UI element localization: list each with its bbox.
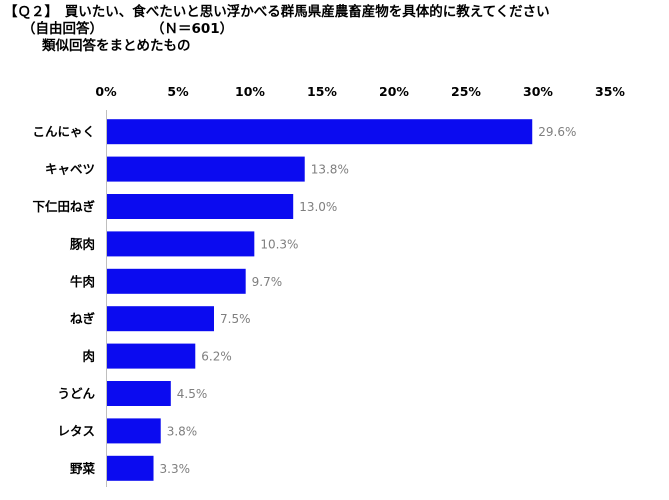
- data-label: 4.5%: [177, 387, 208, 401]
- bar: [107, 343, 196, 369]
- title-question: 【Ｑ２】 買いたい、食べたいと思い浮かべる群馬県産農畜産物を具体的に教えてくださ…: [4, 4, 550, 20]
- x-tick-label: 15%: [307, 84, 337, 99]
- data-label: 10.3%: [260, 237, 298, 251]
- bar: [107, 306, 214, 332]
- x-tick-label: 30%: [523, 84, 553, 99]
- bar: [107, 156, 305, 182]
- bar: [107, 231, 255, 257]
- category-label: ねぎ: [70, 311, 96, 326]
- category-label: うどん: [57, 386, 95, 401]
- category-label: 肉: [82, 349, 95, 364]
- title-note: 類似回答をまとめたもの: [42, 38, 191, 54]
- category-label: こんにゃく: [32, 124, 95, 139]
- x-tick-label: 0%: [95, 84, 117, 99]
- x-tick-label: 25%: [451, 84, 481, 99]
- category-label: 野菜: [70, 461, 96, 476]
- category-label: 牛肉: [70, 274, 95, 289]
- title-answer-type: （自由回答）: [22, 21, 103, 37]
- x-tick-label: 5%: [167, 84, 189, 99]
- bar: [107, 455, 154, 481]
- data-label: 7.5%: [220, 312, 251, 326]
- category-label: 下仁田ねぎ: [32, 199, 95, 214]
- category-label: 豚肉: [70, 236, 95, 251]
- data-label: 6.2%: [201, 350, 232, 364]
- bar: [107, 119, 533, 145]
- x-tick-label: 10%: [235, 84, 265, 99]
- bar: [107, 418, 161, 444]
- chart-title: 【Ｑ２】 買いたい、食べたいと思い浮かべる群馬県産農畜産物を具体的に教えてくださ…: [4, 4, 550, 55]
- data-label: 9.7%: [252, 275, 283, 289]
- category-label: レタス: [57, 423, 95, 438]
- bar: [107, 268, 246, 294]
- x-tick-label: 35%: [595, 84, 625, 99]
- data-label: 13.8%: [311, 163, 349, 177]
- category-label: キャベツ: [45, 162, 95, 177]
- bar: [107, 381, 171, 406]
- data-label: 29.6%: [538, 125, 576, 139]
- title-subline: （自由回答） （Ｎ＝601）: [4, 21, 550, 38]
- data-label: 3.8%: [167, 424, 198, 438]
- bar: [107, 194, 294, 219]
- data-label: 3.3%: [160, 462, 191, 476]
- data-label: 13.0%: [299, 200, 337, 214]
- x-tick-label: 20%: [379, 84, 409, 99]
- title-sample-size: （Ｎ＝601）: [151, 21, 234, 37]
